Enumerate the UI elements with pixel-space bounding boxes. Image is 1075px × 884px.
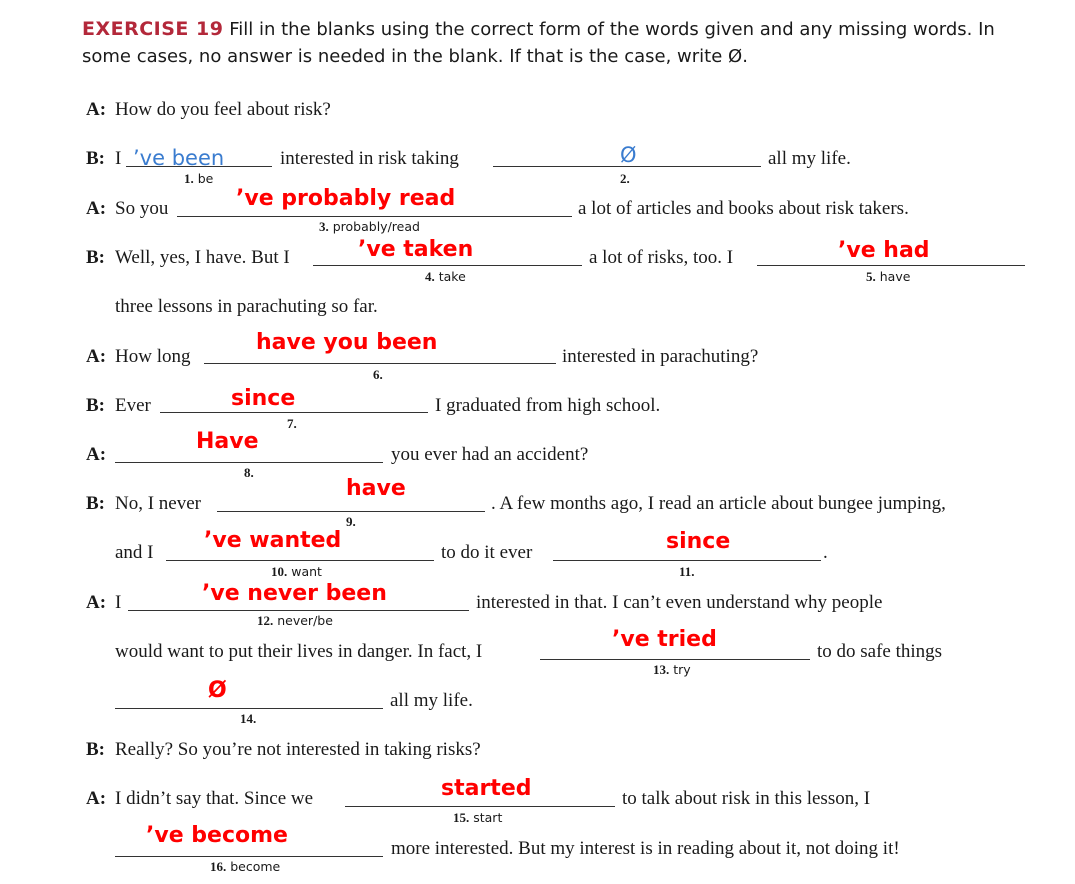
blank-label-8: 8. [244, 465, 254, 480]
speaker-label: A: [86, 346, 107, 367]
dialogue-text: interested in parachuting? [562, 346, 759, 367]
answer-16: ’ve become [146, 823, 288, 848]
answer-3: ’ve probably read [236, 186, 456, 211]
blank-label-6: 6. [373, 367, 383, 382]
blank-label-15: 15. start [453, 810, 503, 825]
blank-label-16: 16. become [210, 859, 281, 874]
answer-blank-4[interactable] [313, 265, 582, 266]
answer-10: ’ve wanted [204, 528, 342, 553]
answer-blank-15[interactable] [345, 806, 615, 807]
answer-6: have you been [256, 330, 438, 355]
dialogue-text: How long [115, 346, 191, 367]
answer-5: ’ve had [838, 238, 930, 263]
speaker-label: B: [86, 395, 105, 416]
dialogue-text: So you [115, 198, 169, 219]
dialogue-text: more interested. But my interest is in r… [391, 838, 900, 859]
blank-label-4: 4. take [425, 269, 466, 284]
dialogue-text: I [115, 148, 122, 169]
answer-9: have [346, 476, 406, 501]
dialogue-text: to talk about risk in this lesson, I [622, 788, 871, 809]
dialogue-text: a lot of risks, too. I [589, 247, 734, 268]
speaker-label: B: [86, 148, 105, 169]
answer-blank-5[interactable] [757, 265, 1025, 266]
answer-blank-8[interactable] [115, 462, 383, 463]
answer-15: started [441, 776, 532, 801]
blank-label-5: 5. have [866, 269, 911, 284]
dialogue-text: all my life. [768, 148, 851, 169]
dialogue-text: How do you feel about risk? [115, 99, 331, 120]
speaker-label: A: [86, 592, 107, 613]
answer-2: Ø [620, 143, 637, 167]
exercise-title: EXERCISE 19 [82, 18, 224, 40]
speaker-label: A: [86, 99, 107, 120]
exercise-header: EXERCISE 19 Fill in the blanks using the… [82, 16, 1042, 70]
dialogue-text: to do safe things [817, 641, 943, 662]
speaker-label: A: [86, 198, 107, 219]
answer-7: since [231, 386, 296, 411]
dialogue-text: . A few months ago, I read an article ab… [491, 493, 946, 514]
answer-8: Have [196, 429, 259, 454]
dialogue-text: to do it ever [441, 542, 533, 563]
dialogue-text: interested in that. I can’t even underst… [476, 592, 883, 613]
speaker-label: B: [86, 493, 105, 514]
dialogue-text: would want to put their lives in danger.… [115, 641, 483, 662]
blank-label-3: 3. probably/read [319, 219, 420, 234]
dialogue-text: I [115, 592, 122, 613]
dialogue-text: all my life. [390, 690, 473, 711]
blank-label-12: 12. never/be [257, 613, 333, 628]
answer-blank-7[interactable] [160, 412, 428, 413]
dialogue-text: three lessons in parachuting so far. [115, 296, 378, 317]
answer-blank-6[interactable] [204, 363, 556, 364]
speaker-label: B: [86, 739, 105, 760]
dialogue-text: I graduated from high school. [435, 395, 661, 416]
blank-label-10: 10. want [271, 564, 322, 579]
answer-blank-9[interactable] [217, 511, 485, 512]
answer-blank-3[interactable] [177, 216, 572, 217]
dialogue-text: Well, yes, I have. But I [115, 247, 290, 268]
blank-label-13: 13. try [653, 662, 691, 677]
answer-1: ’ve been [133, 146, 225, 170]
dialogue-text: No, I never [115, 493, 201, 514]
answer-blank-13[interactable] [540, 659, 810, 660]
speaker-label: A: [86, 788, 107, 809]
blank-label-7: 7. [287, 416, 297, 431]
dialogue-text: Ever [115, 395, 151, 416]
answer-blank-2[interactable] [493, 166, 761, 167]
blank-label-9: 9. [346, 514, 356, 529]
answer-14: Ø [208, 678, 227, 703]
dialogue-text: a lot of articles and books about risk t… [578, 198, 909, 219]
speaker-label: A: [86, 444, 107, 465]
blank-label-14: 14. [240, 711, 257, 726]
blank-label-2: 2. [620, 171, 630, 186]
speaker-label: B: [86, 247, 105, 268]
dialogue-text: . [823, 542, 828, 563]
blank-label-1: 1. be [184, 171, 214, 186]
dialogue-text: you ever had an accident? [391, 444, 589, 465]
answer-blank-11[interactable] [553, 560, 821, 561]
dialogue-text: Really? So you’re not interested in taki… [115, 739, 481, 760]
dialogue-text: and I [115, 542, 154, 563]
answer-blank-10[interactable] [166, 560, 434, 561]
answer-12: ’ve never been [202, 581, 387, 606]
answer-4: ’ve taken [358, 237, 474, 262]
dialogue-text: interested in risk taking [280, 148, 459, 169]
answer-11: since [666, 529, 731, 554]
answer-blank-1[interactable] [126, 166, 272, 167]
dialogue-text: I didn’t say that. Since we [115, 788, 314, 809]
answer-blank-16[interactable] [115, 856, 383, 857]
blank-label-11: 11. [679, 564, 695, 579]
answer-blank-12[interactable] [128, 610, 469, 611]
exercise-instructions: Fill in the blanks using the correct for… [82, 19, 995, 67]
answer-13: ’ve tried [612, 627, 717, 652]
answer-blank-14[interactable] [115, 708, 383, 709]
